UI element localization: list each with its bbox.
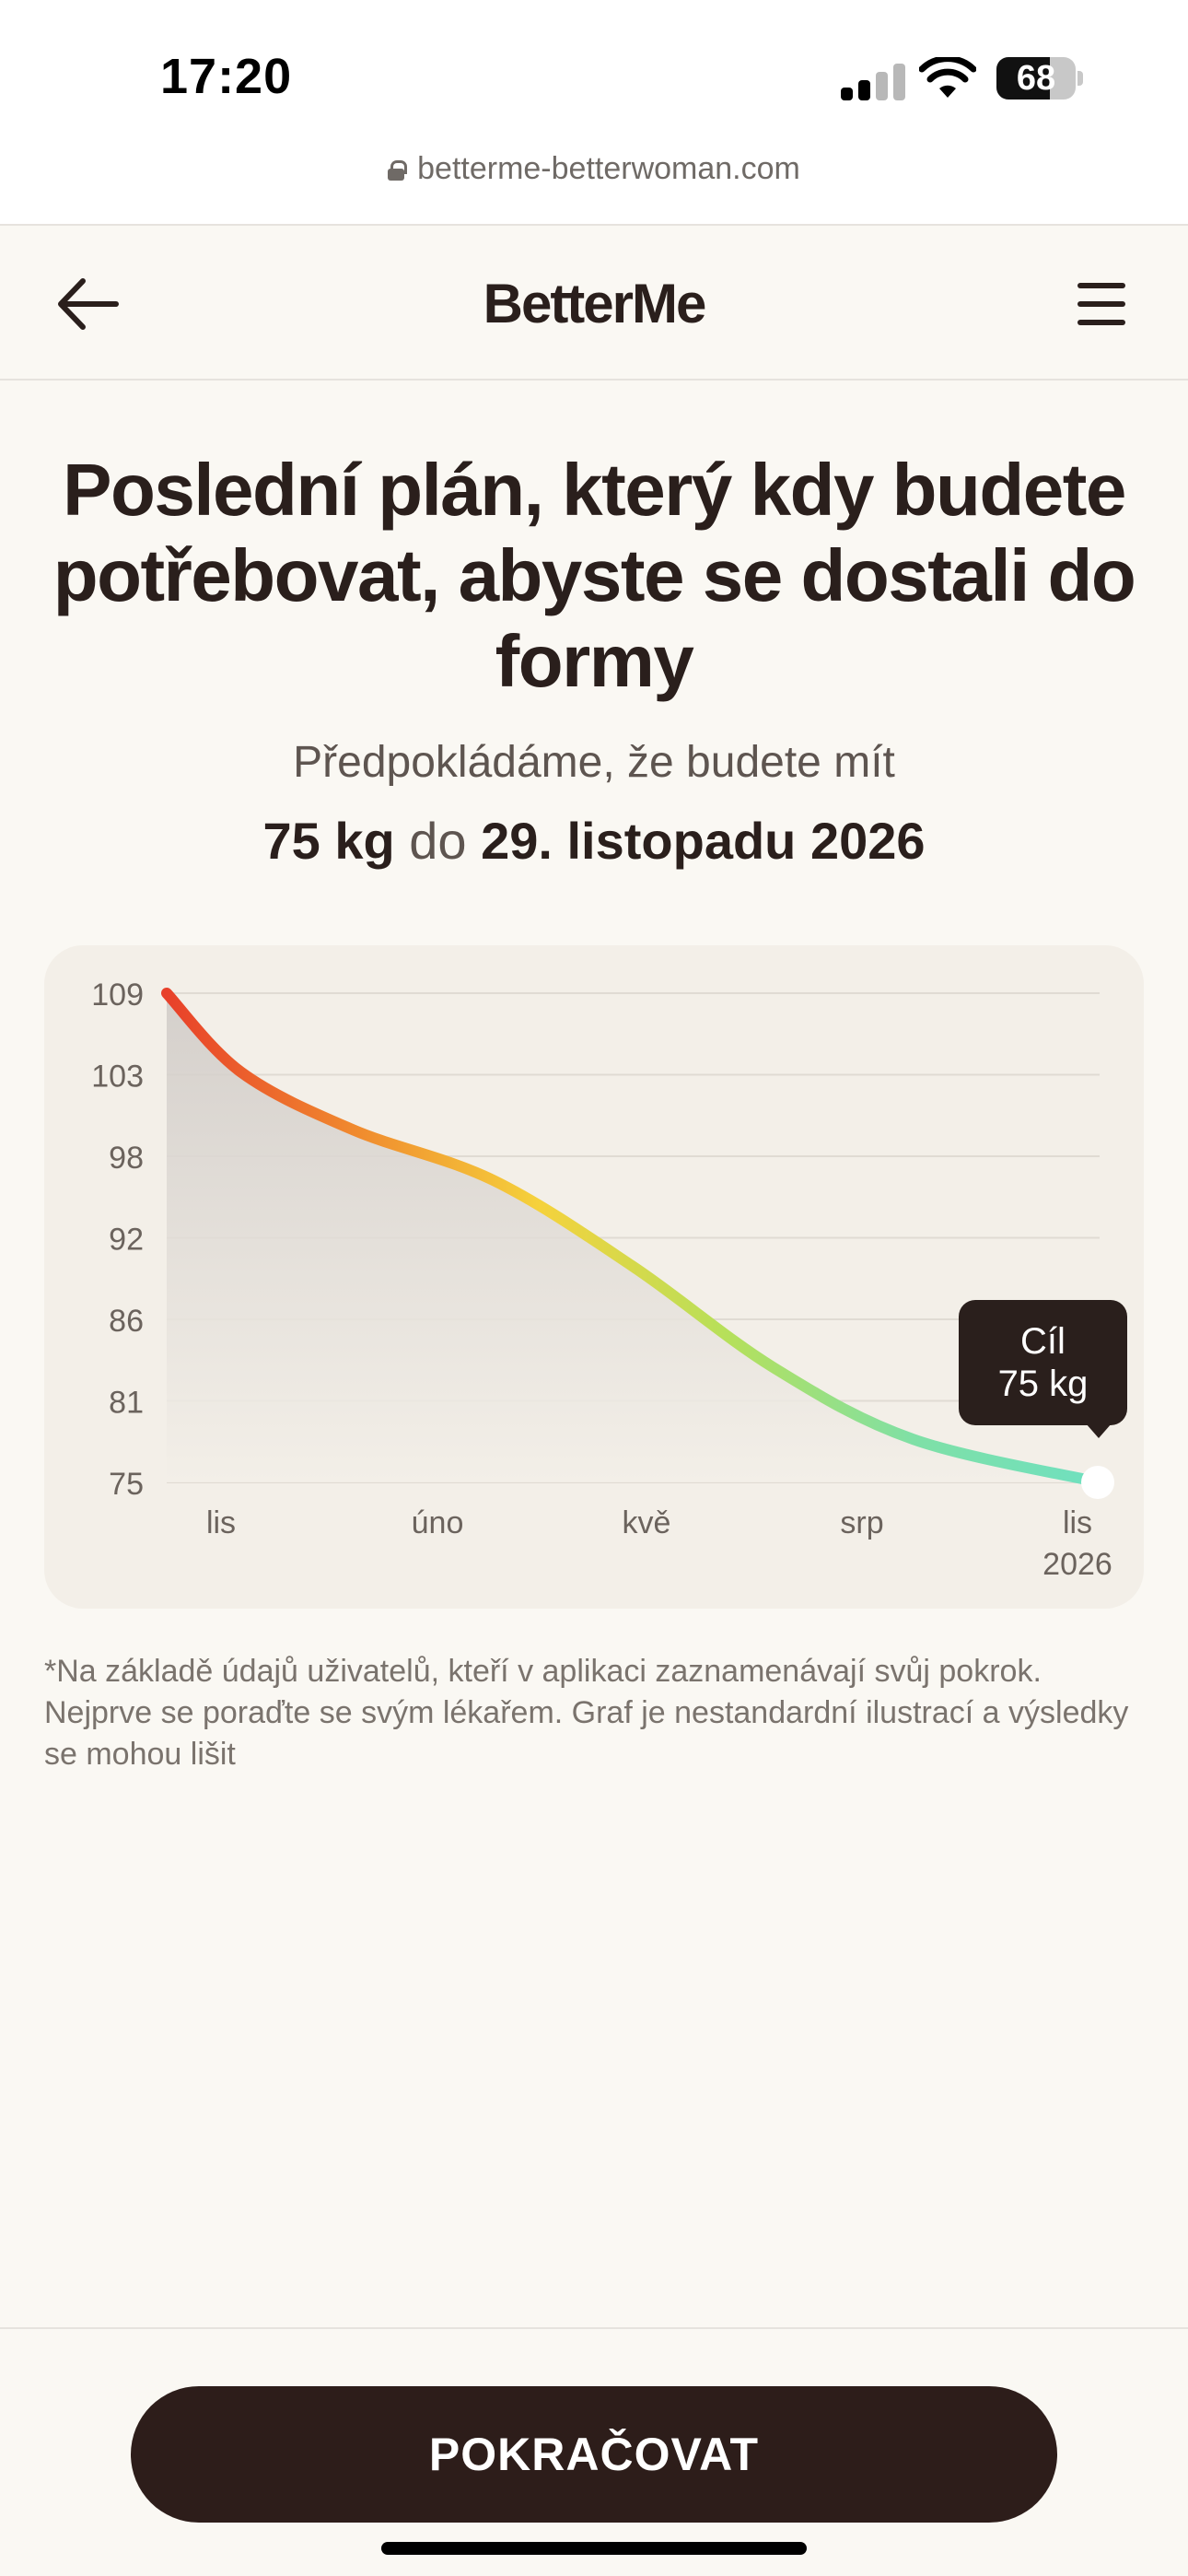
goal-tooltip-title: Cíl [1020,1321,1066,1362]
y-tick-label: 86 [109,1304,144,1339]
app-header: BetterMe [0,228,1188,381]
prediction-subtitle: Předpokládáme, že budete mít [293,738,895,787]
battery-level: 68 [1016,59,1056,98]
url-text: betterme-betterwoman.com [417,151,800,186]
goal-point [1081,1466,1114,1499]
lock-icon [388,160,408,181]
x-tick-label: kvě [623,1505,671,1540]
x-tick-sublabel: 2026 [1042,1547,1112,1582]
status-bar: 17:20 68 [0,0,1188,138]
cellular-signal-icon [841,62,905,100]
brand-logo: BetterMe [483,273,707,334]
y-tick-label: 81 [109,1386,144,1421]
y-tick-label: 103 [91,1060,144,1095]
y-tick-label: 98 [109,1141,144,1176]
bottom-divider [0,2327,1188,2329]
goal-connector: do [409,812,467,870]
wifi-icon [919,57,976,98]
goal-tooltip-value: 75 kg [997,1364,1089,1404]
weight-trend-line [161,988,1105,1488]
page-title: Poslední plán, který kdy budete potřebov… [52,449,1136,702]
menu-button[interactable] [1074,281,1129,329]
goal-date: 29. listopadu 2026 [481,812,926,870]
y-tick-label: 75 [109,1467,144,1502]
prediction-summary: 75 kg do 29. listopadu 2026 [0,811,1188,871]
y-tick-label: 92 [109,1223,144,1258]
x-tick-label: úno [412,1505,464,1540]
url-display[interactable]: betterme-betterwoman.com [0,151,1188,187]
status-time: 17:20 [160,49,293,104]
x-tick-label: srp [840,1505,883,1540]
browser-url-bar[interactable]: betterme-betterwoman.com [0,138,1188,226]
disclaimer-text: *Na základě údajů uživatelů, kteří v apl… [44,1654,1129,1772]
goal-weight: 75 kg [262,812,395,870]
battery-icon: 68 [996,57,1083,100]
x-tick-label: lis [1063,1505,1092,1540]
home-indicator [381,2542,807,2555]
y-tick-label: 109 [91,978,144,1013]
weight-chart-svg: 109 103 98 92 86 81 75 lis úno kvě srp lis 2026 [91,978,1114,1582]
goal-tooltip: Cíl 75 kg [959,1300,1127,1438]
weight-chart: 109 103 98 92 86 81 75 lis úno kvě srp lis 2026 [44,945,1144,1609]
back-arrow-icon[interactable] [55,274,122,334]
chart-area-fill [167,993,1100,1482]
x-tick-label: lis [206,1505,236,1540]
continue-button[interactable]: POKRAČOVAT [131,2386,1057,2523]
